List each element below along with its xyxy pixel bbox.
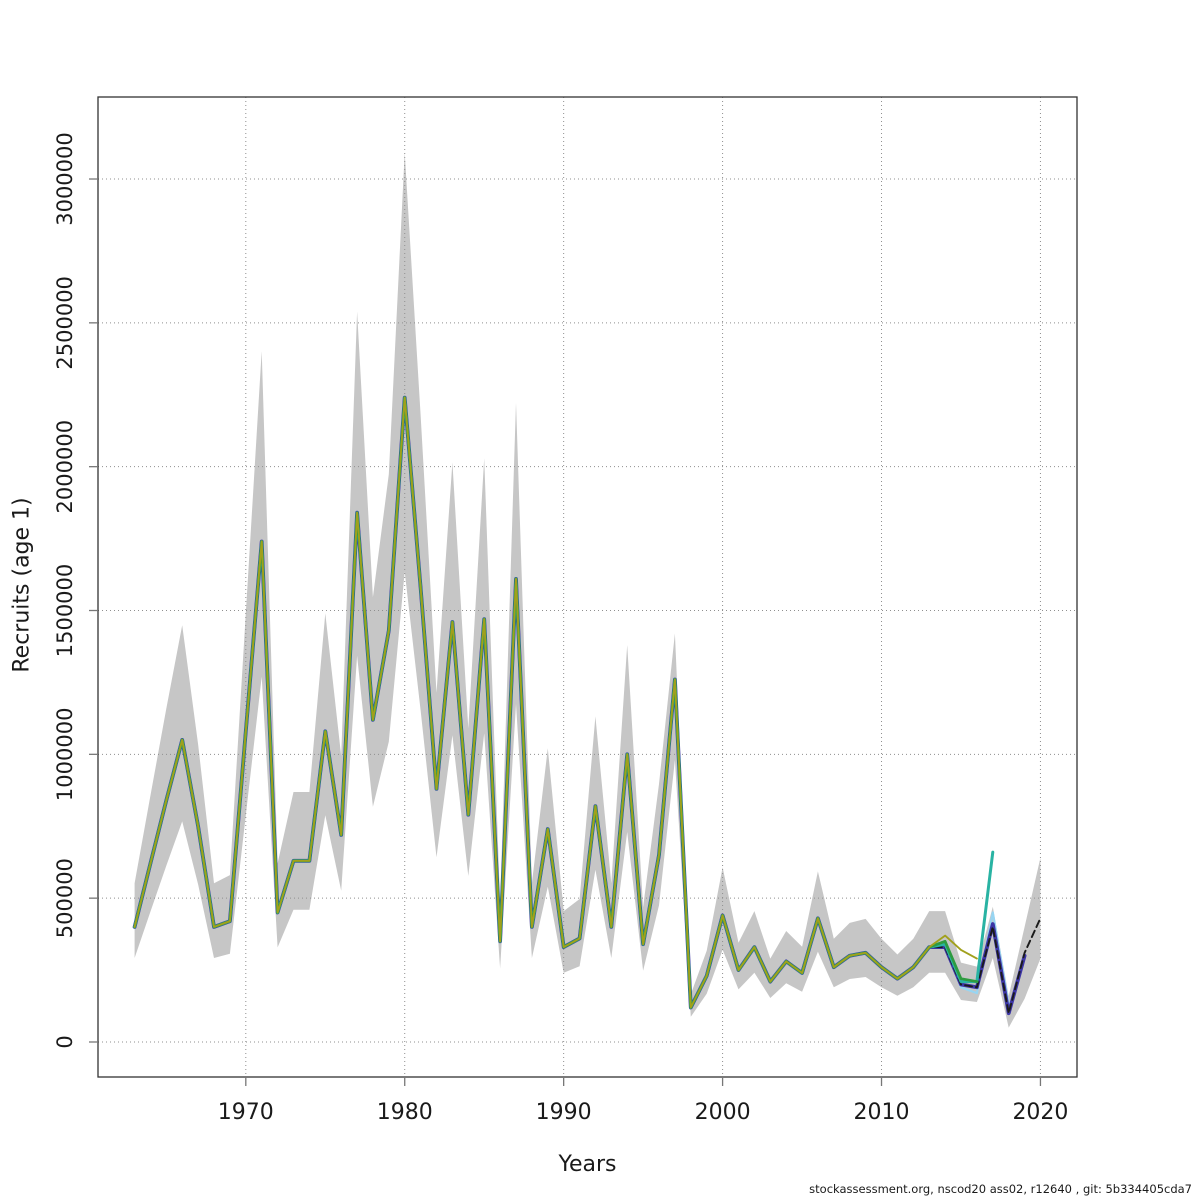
confidence-band [134,152,1041,1028]
y-tick-label: 1500000 [53,564,77,658]
x-tick-label: 2010 [854,1100,910,1125]
y-tick-label: 0 [53,1035,77,1048]
y-tick-label: 500000 [53,858,77,938]
x-tick-label: 1980 [377,1100,433,1125]
x-tick-label: 1970 [218,1100,274,1125]
y-axis-title: Recruits (age 1) [9,497,35,673]
x-axis-title: Years [558,1152,617,1177]
x-tick-label: 1990 [536,1100,592,1125]
x-tick-label: 2020 [1012,1100,1068,1125]
source-note: stockassessment.org, nscod20 ass02, r126… [809,1182,1192,1196]
y-tick-label: 1000000 [53,708,77,802]
x-tick-label: 2000 [695,1100,751,1125]
y-tick-label: 2500000 [53,276,77,370]
y-tick-label: 3000000 [53,132,77,226]
y-tick-label: 2000000 [53,420,77,514]
plot-border [97,96,1078,1078]
series-run-olive-line [133,396,978,1009]
